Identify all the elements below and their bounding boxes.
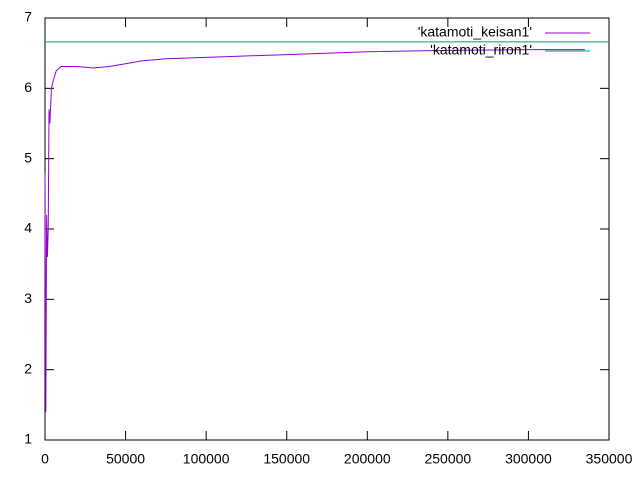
y-tick-label: 4	[24, 220, 32, 236]
y-tick-label: 1	[24, 431, 32, 447]
y-tick-label: 2	[24, 360, 32, 376]
y-tick-label: 3	[24, 290, 32, 306]
x-tick-label: 0	[41, 451, 49, 467]
y-tick-label: 5	[24, 149, 32, 165]
y-tick-label: 7	[24, 9, 32, 25]
legend-label: 'katamoti_riron1'	[430, 42, 532, 58]
x-tick-label: 200000	[344, 451, 391, 467]
x-tick-label: 100000	[183, 451, 230, 467]
x-tick-label: 150000	[263, 451, 310, 467]
x-tick-label: 350000	[586, 451, 633, 467]
x-tick-label: 250000	[424, 451, 471, 467]
plot-frame	[44, 17, 610, 441]
x-tick-label: 50000	[106, 451, 145, 467]
legend-label: 'katamoti_keisan1'	[418, 24, 532, 40]
series-line	[44, 49, 585, 412]
y-tick-label: 6	[24, 79, 32, 95]
x-tick-label: 300000	[505, 451, 552, 467]
